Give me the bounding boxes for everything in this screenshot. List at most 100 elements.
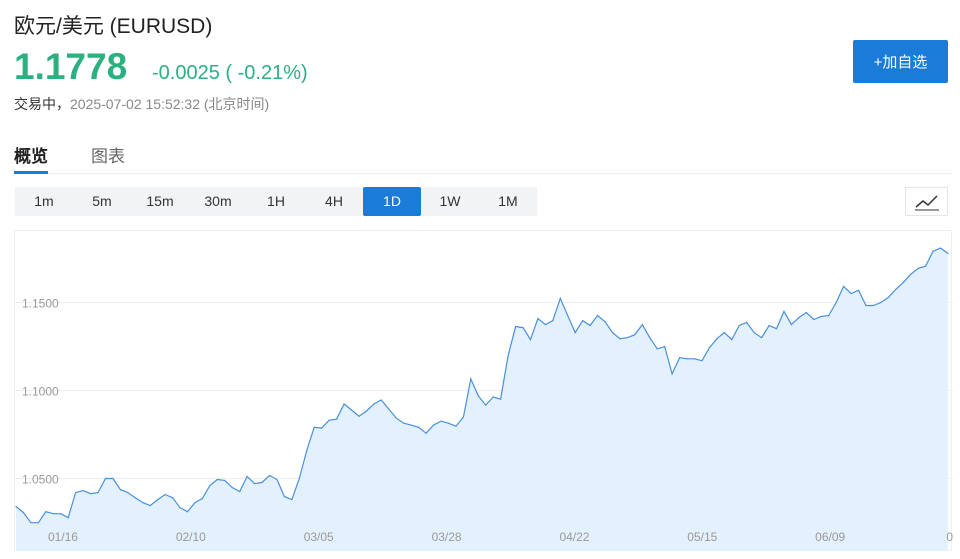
data-point — [895, 288, 897, 291]
data-point — [529, 339, 532, 341]
data-point — [89, 493, 92, 495]
x-tick-label: 05/15 — [687, 530, 717, 544]
y-tick-label: 1.1500 — [22, 296, 59, 310]
trading-status: 交易中，2025-07-02 15:52:32 (北京时间) — [14, 94, 269, 114]
data-point — [224, 479, 226, 482]
data-point — [522, 327, 524, 329]
data-point — [75, 491, 77, 494]
data-point — [619, 338, 621, 340]
y-tick-label: 1.1000 — [22, 384, 59, 398]
data-point — [507, 355, 509, 357]
data-point — [380, 399, 382, 401]
data-point — [485, 404, 487, 406]
data-point — [626, 337, 628, 339]
data-point — [701, 360, 703, 362]
timeframe-4h[interactable]: 4H — [325, 193, 343, 209]
data-point — [209, 484, 211, 487]
data-point — [365, 410, 368, 412]
data-point — [373, 403, 375, 405]
data-point — [306, 449, 308, 451]
price-chart: 1.0500 1.1000 1.1500 01/16 02/10 03/05 03/28 04… — [14, 230, 953, 551]
x-tick-label: 04/22 — [559, 530, 589, 544]
data-point — [37, 522, 39, 524]
data-point — [939, 247, 942, 249]
data-point — [291, 499, 293, 501]
timeframe-1w[interactable]: 1W — [439, 193, 461, 209]
data-point — [134, 497, 136, 499]
data-point — [596, 314, 599, 317]
data-point — [447, 422, 450, 424]
data-point — [872, 304, 875, 307]
status-label: 交易中， — [14, 96, 70, 112]
add-to-watchlist-button[interactable]: +加自选 — [853, 40, 948, 83]
data-point — [201, 497, 203, 500]
data-point — [395, 417, 397, 419]
timeframe-5m[interactable]: 5m — [92, 193, 112, 209]
timeframe-15m[interactable]: 15m — [146, 193, 174, 209]
data-point — [194, 501, 196, 504]
data-point — [582, 319, 584, 322]
x-tick-label: 01/16 — [48, 530, 78, 544]
chart-type-button[interactable] — [905, 187, 948, 216]
data-point — [425, 432, 427, 434]
data-point — [388, 408, 390, 410]
data-point — [45, 511, 47, 513]
data-point — [634, 334, 636, 336]
data-point — [790, 324, 793, 326]
data-point — [947, 252, 949, 255]
data-point — [857, 289, 860, 291]
data-point — [97, 491, 99, 494]
data-point — [470, 378, 472, 380]
data-point — [514, 325, 517, 328]
data-point — [440, 420, 442, 422]
data-point — [917, 267, 919, 269]
x-tick-label: 07/0 — [946, 530, 953, 544]
data-point — [768, 324, 770, 327]
data-point — [328, 419, 330, 421]
data-point — [298, 477, 300, 480]
data-point — [708, 347, 711, 349]
data-point — [313, 426, 315, 428]
data-point — [268, 474, 271, 477]
data-point — [656, 348, 658, 350]
timeframe-1h[interactable]: 1H — [267, 193, 285, 209]
timeframe-1d[interactable]: 1D — [363, 187, 421, 216]
tab-chart[interactable]: 图表 — [91, 147, 125, 166]
data-point — [753, 331, 755, 334]
x-tick-label: 02/10 — [176, 530, 206, 544]
data-point — [171, 497, 174, 499]
data-point — [843, 285, 845, 288]
data-point — [746, 321, 748, 324]
timeframe-selector: 1m 5m 15m 30m 1H 4H 1D 1W 1M — [15, 187, 537, 216]
data-point — [343, 403, 345, 405]
data-point — [589, 324, 591, 327]
tab-overview[interactable]: 概览 — [14, 142, 48, 174]
price-change: -0.0025 ( -0.21%) — [152, 62, 308, 84]
line-chart-icon — [915, 195, 939, 211]
data-point — [678, 357, 681, 359]
data-point — [850, 292, 852, 295]
data-point — [813, 318, 815, 321]
timeframe-1m[interactable]: 1m — [34, 193, 54, 209]
x-tick-label: 06/09 — [815, 530, 845, 544]
data-point — [82, 490, 84, 492]
data-point — [358, 415, 360, 417]
data-point — [52, 513, 54, 515]
timeframe-30m[interactable]: 30m — [204, 193, 232, 209]
data-point — [798, 317, 800, 319]
data-point — [716, 338, 718, 340]
data-point — [462, 416, 464, 418]
data-point — [246, 475, 248, 478]
data-point — [30, 522, 32, 524]
data-point — [418, 426, 420, 428]
timeframe-1mo[interactable]: 1M — [498, 193, 518, 209]
data-point — [164, 493, 166, 496]
data-point — [60, 513, 62, 515]
data-point — [104, 477, 107, 480]
data-point — [186, 511, 189, 513]
data-point — [403, 422, 405, 424]
data-point — [671, 373, 673, 375]
data-point — [880, 301, 882, 304]
data-point — [15, 506, 17, 508]
tab-bar: 概览 图表 — [14, 140, 952, 174]
